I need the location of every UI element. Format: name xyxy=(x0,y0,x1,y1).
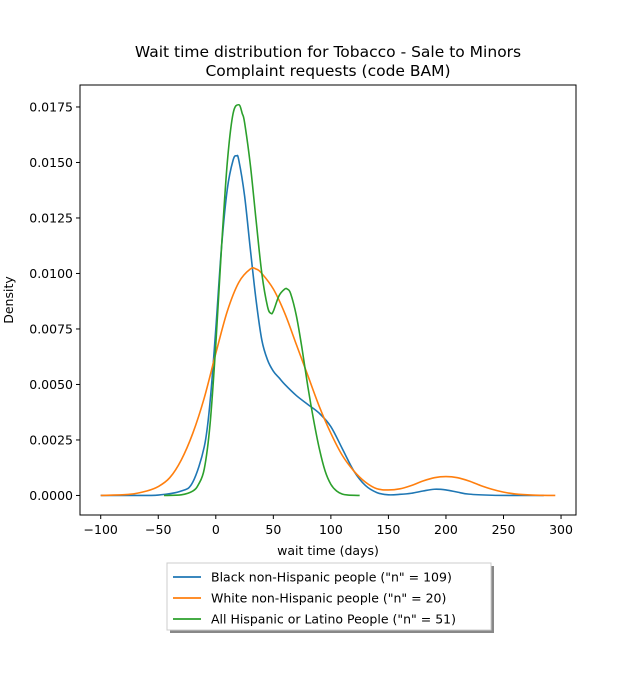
x-tick-label: −100 xyxy=(84,522,118,537)
plot-frame xyxy=(79,84,577,516)
y-tick-label: 0.0150 xyxy=(29,155,73,170)
series-line-3 xyxy=(163,103,360,497)
y-tick-label: 0.0075 xyxy=(29,321,73,336)
x-axis-label: wait time (days) xyxy=(277,543,379,558)
y-tick-label: 0.0175 xyxy=(29,99,73,114)
legend-label-2: White non-Hispanic people ("n" = 20) xyxy=(211,591,446,606)
legend-label-3: All Hispanic or Latino People ("n" = 51) xyxy=(211,612,456,627)
legend-label-1: Black non-Hispanic people ("n" = 109) xyxy=(211,570,452,585)
legend: Black non-Hispanic people ("n" = 109) Whi… xyxy=(166,562,494,633)
x-tick-label: 250 xyxy=(492,522,516,537)
x-tick-label: 0 xyxy=(212,522,220,537)
x-tick-label: 150 xyxy=(376,522,400,537)
y-axis-ticks: 0.0000 0.0025 0.0050 0.0075 0.0100 0.0125 0.01… xyxy=(29,99,80,503)
series-line-2 xyxy=(100,267,556,497)
plot-lines xyxy=(100,103,556,497)
legend-box xyxy=(166,562,492,631)
series-line-1 xyxy=(100,154,544,497)
x-tick-label: 100 xyxy=(319,522,343,537)
y-tick-label: 0.0025 xyxy=(29,432,73,447)
y-tick-label: 0.0125 xyxy=(29,210,73,225)
x-tick-label: −50 xyxy=(145,522,171,537)
x-tick-label: 300 xyxy=(549,522,573,537)
chart-title-line-1: Wait time distribution for Tobacco - Sal… xyxy=(135,43,521,61)
x-tick-label: 50 xyxy=(265,522,281,537)
y-tick-label: 0.0000 xyxy=(29,488,73,503)
x-tick-label: 200 xyxy=(434,522,458,537)
chart-title-line-2: Complaint requests (code BAM) xyxy=(205,62,450,80)
x-axis-ticks: −100 −50 0 50 100 150 200 250 300 xyxy=(84,515,573,537)
y-axis-label: Density xyxy=(1,276,16,324)
y-tick-label: 0.0050 xyxy=(29,377,73,392)
y-tick-label: 0.0100 xyxy=(29,266,73,281)
